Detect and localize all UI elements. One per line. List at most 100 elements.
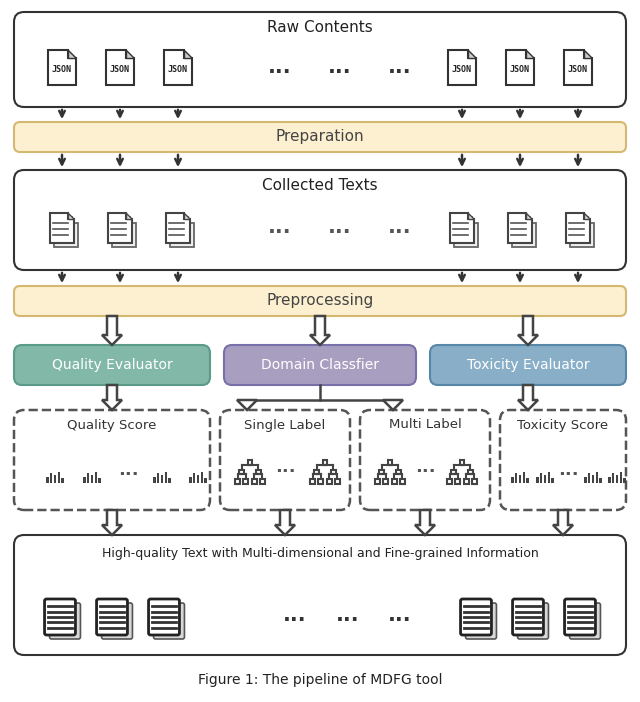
Bar — [536, 477, 538, 484]
Bar — [616, 475, 618, 484]
Polygon shape — [383, 400, 403, 410]
Text: Toxicity Score: Toxicity Score — [517, 418, 609, 432]
Text: Toxicity Evaluator: Toxicity Evaluator — [467, 358, 589, 372]
Text: ···: ··· — [328, 62, 352, 82]
FancyBboxPatch shape — [224, 345, 416, 385]
Text: Preprocessing: Preprocessing — [266, 293, 374, 308]
Bar — [318, 479, 323, 484]
Bar — [464, 479, 468, 484]
Polygon shape — [448, 50, 476, 84]
Bar — [380, 470, 384, 475]
FancyBboxPatch shape — [14, 535, 626, 655]
Bar — [511, 477, 513, 484]
Text: High-quality Text with Multi-dimensional and Fine-grained Information: High-quality Text with Multi-dimensional… — [102, 546, 538, 559]
Bar — [543, 475, 547, 484]
Bar — [375, 479, 380, 484]
Polygon shape — [102, 316, 122, 345]
Text: ···: ··· — [388, 610, 412, 630]
Bar — [86, 473, 90, 484]
Bar — [54, 475, 56, 484]
Bar — [456, 479, 460, 484]
FancyBboxPatch shape — [564, 599, 595, 635]
Bar — [323, 460, 328, 465]
FancyBboxPatch shape — [102, 603, 132, 639]
Polygon shape — [108, 213, 132, 243]
Bar — [620, 472, 622, 484]
Text: JSON: JSON — [52, 65, 72, 74]
Bar — [591, 475, 595, 484]
Polygon shape — [184, 213, 190, 219]
Bar — [157, 473, 159, 484]
Bar — [99, 478, 101, 484]
FancyBboxPatch shape — [97, 599, 127, 635]
Bar — [239, 470, 244, 475]
Bar — [248, 460, 252, 465]
Polygon shape — [450, 213, 474, 243]
Bar — [243, 479, 248, 484]
FancyBboxPatch shape — [14, 170, 626, 270]
Bar — [153, 477, 156, 484]
FancyBboxPatch shape — [518, 603, 548, 639]
Bar — [472, 479, 477, 484]
Polygon shape — [48, 50, 76, 84]
Bar — [326, 479, 332, 484]
Polygon shape — [454, 217, 478, 247]
Polygon shape — [553, 510, 573, 535]
Bar — [584, 477, 586, 484]
Text: Quality Evaluator: Quality Evaluator — [52, 358, 172, 372]
Bar — [460, 460, 465, 465]
FancyBboxPatch shape — [148, 599, 179, 635]
Bar — [451, 470, 456, 475]
Text: ···: ··· — [275, 463, 295, 481]
Bar — [623, 478, 627, 484]
FancyBboxPatch shape — [14, 345, 210, 385]
Bar — [392, 479, 397, 484]
FancyBboxPatch shape — [154, 603, 184, 639]
Bar — [596, 472, 598, 484]
Polygon shape — [125, 50, 134, 58]
Polygon shape — [508, 213, 532, 243]
Bar — [400, 479, 405, 484]
Bar — [600, 478, 602, 484]
Bar — [335, 479, 340, 484]
Polygon shape — [468, 213, 474, 219]
FancyBboxPatch shape — [14, 122, 626, 152]
Polygon shape — [102, 510, 122, 535]
Bar — [260, 479, 265, 484]
Polygon shape — [184, 50, 192, 58]
Polygon shape — [54, 217, 78, 247]
Text: ···: ··· — [328, 222, 352, 242]
Text: ···: ··· — [388, 62, 412, 82]
Text: Multi Label: Multi Label — [388, 418, 461, 432]
Bar — [383, 479, 388, 484]
Bar — [256, 470, 260, 475]
Bar — [588, 473, 591, 484]
Bar — [607, 477, 611, 484]
Bar — [161, 475, 163, 484]
Bar — [164, 472, 168, 484]
Bar — [189, 477, 191, 484]
Bar — [196, 475, 200, 484]
Polygon shape — [506, 50, 534, 84]
FancyBboxPatch shape — [430, 345, 626, 385]
Text: JSON: JSON — [168, 65, 188, 74]
Bar — [540, 473, 543, 484]
Text: JSON: JSON — [568, 65, 588, 74]
Polygon shape — [50, 213, 74, 243]
Bar — [522, 472, 525, 484]
FancyBboxPatch shape — [45, 599, 76, 635]
Polygon shape — [566, 213, 590, 243]
Polygon shape — [68, 50, 76, 58]
FancyBboxPatch shape — [513, 599, 543, 635]
FancyBboxPatch shape — [500, 410, 626, 510]
Text: ···: ··· — [268, 62, 292, 82]
Bar — [548, 472, 550, 484]
Polygon shape — [564, 50, 592, 84]
Polygon shape — [237, 400, 257, 410]
Bar — [193, 473, 195, 484]
Polygon shape — [126, 213, 132, 219]
Polygon shape — [584, 213, 590, 219]
Text: Domain Classfier: Domain Classfier — [261, 358, 379, 372]
Bar — [58, 472, 60, 484]
Bar — [331, 470, 336, 475]
